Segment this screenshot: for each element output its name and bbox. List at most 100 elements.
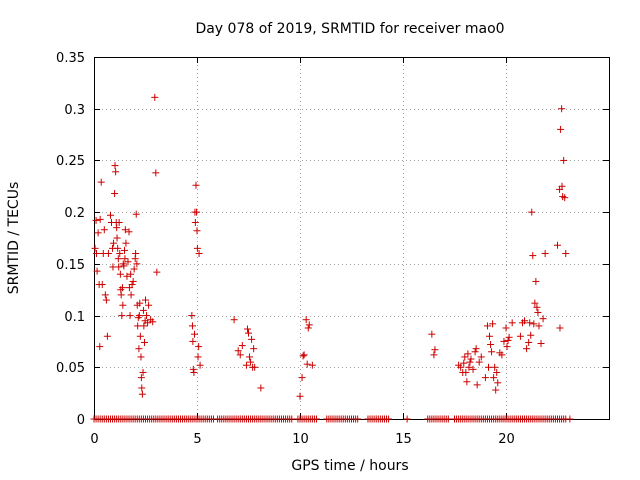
data-point: [481, 374, 489, 382]
data-point: [112, 168, 120, 176]
data-point: [234, 347, 242, 355]
data-point: [248, 335, 256, 343]
data-point: [541, 250, 549, 258]
data-point: [238, 342, 246, 350]
data-point: [121, 255, 129, 263]
data-point: [299, 352, 307, 360]
zero-point: [288, 415, 296, 423]
y-tick-label: 0.1: [64, 310, 85, 325]
data-point: [500, 337, 508, 345]
data-point: [527, 331, 535, 339]
data-point: [477, 353, 485, 361]
plot-frame: [94, 57, 610, 420]
data-point: [529, 252, 537, 260]
data-point: [491, 363, 499, 371]
data-point: [135, 312, 143, 320]
y-axis-ticks: 0 0.05 0.1 0.15 0.2 0.25 0.3 0.35: [56, 51, 609, 428]
data-point: [562, 250, 570, 258]
data-point: [469, 365, 477, 373]
data-point: [189, 365, 197, 373]
data-point: [250, 345, 258, 353]
data-point: [96, 215, 104, 223]
data-point: [140, 338, 148, 346]
x-tick-label: 10: [292, 432, 309, 447]
data-point: [138, 390, 146, 398]
data-point: [493, 368, 501, 376]
data-point: [133, 260, 141, 268]
data-point: [190, 368, 198, 376]
data-point: [111, 162, 119, 170]
x-tick-label: 0: [90, 432, 98, 447]
x-tick-label: 5: [193, 432, 201, 447]
data-point: [461, 353, 469, 361]
y-tick-label: 0.2: [64, 206, 85, 221]
data-point: [137, 374, 145, 382]
data-point: [533, 303, 541, 311]
zero-point: [354, 415, 362, 423]
data-point: [556, 324, 564, 332]
data-point: [117, 291, 125, 299]
data-point: [554, 241, 561, 249]
data-point: [136, 332, 144, 340]
data-point: [193, 244, 201, 252]
data-point: [130, 265, 138, 273]
data-point: [245, 329, 252, 337]
data-point: [430, 351, 438, 359]
data-point: [195, 343, 203, 351]
data-point: [127, 270, 135, 278]
data-point: [557, 125, 565, 133]
data-point: [489, 320, 497, 328]
data-point: [504, 336, 512, 344]
data-point: [300, 351, 308, 359]
data-point: [305, 321, 313, 329]
data-point: [196, 361, 204, 369]
data-point: [125, 228, 133, 236]
data-point: [246, 353, 254, 361]
data-point: [236, 351, 244, 359]
data-point: [191, 218, 199, 226]
data-point: [230, 316, 238, 324]
data-point: [472, 345, 480, 353]
data-point: [98, 281, 106, 289]
data-point: [516, 332, 524, 340]
data-point: [502, 324, 510, 332]
data-point: [490, 374, 498, 382]
data-point: [302, 316, 310, 324]
data-point: [101, 291, 109, 299]
data-point: [115, 263, 123, 271]
data-point: [535, 322, 543, 330]
data-point: [119, 301, 127, 309]
data-point: [243, 325, 251, 333]
data-point: [503, 343, 511, 351]
data-point: [132, 210, 140, 218]
data-point: [118, 284, 126, 292]
data-point: [134, 322, 142, 330]
data-point: [488, 348, 496, 356]
data-point: [92, 250, 100, 258]
data-point: [193, 227, 201, 235]
data-point: [505, 333, 513, 341]
data-point: [124, 258, 132, 266]
data-point: [128, 281, 136, 289]
data-point: [100, 226, 108, 234]
data-point: [473, 381, 481, 389]
data-point: [123, 272, 131, 280]
chart-title: Day 078 of 2019, SRMTID for receiver mao…: [195, 21, 504, 37]
data-point: [144, 319, 152, 327]
data-point: [189, 337, 197, 345]
data-point: [92, 216, 100, 224]
data-point: [530, 320, 538, 328]
data-point: [463, 378, 471, 386]
data-point: [508, 319, 516, 327]
y-tick-label: 0.3: [64, 103, 85, 118]
data-point: [431, 346, 439, 354]
data-point: [114, 255, 122, 263]
data-point: [194, 353, 202, 361]
data-point: [467, 355, 475, 363]
zero-point: [385, 415, 393, 423]
x-tick-label: 15: [395, 432, 412, 447]
data-point: [460, 359, 468, 367]
data-point: [192, 181, 200, 189]
data-point: [102, 296, 110, 304]
data-point: [525, 338, 533, 346]
